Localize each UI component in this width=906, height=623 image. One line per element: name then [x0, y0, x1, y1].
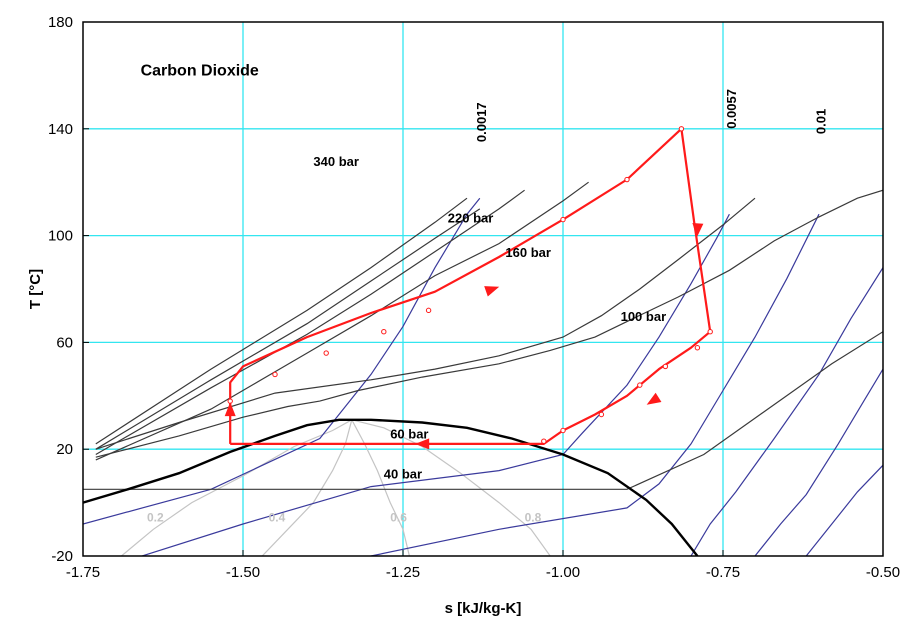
cycle-arrow — [646, 392, 662, 405]
isobar-line — [95, 189, 883, 458]
quality-line — [351, 419, 410, 556]
cycle — [224, 126, 713, 450]
grid — [83, 22, 883, 556]
x-tick-label: -1.50 — [226, 564, 260, 581]
isochore-label: 0.01 — [813, 109, 828, 134]
quality-label: 0.4 — [269, 510, 286, 524]
y-tick-label: -20 — [51, 548, 73, 565]
isochore-line — [690, 267, 883, 556]
cycle-point — [560, 216, 566, 223]
cycle-arrow — [484, 286, 500, 297]
quality-line — [261, 419, 353, 556]
quality-label: 0.8 — [525, 510, 542, 524]
x-tick-label: -1.00 — [546, 564, 580, 581]
isochore-lines — [83, 197, 883, 556]
cycle-point — [624, 176, 630, 183]
quality-line — [121, 419, 353, 556]
x-tick-label: -1.75 — [66, 564, 100, 581]
isochore-line — [83, 197, 481, 525]
cycle-arrow — [692, 222, 704, 238]
cycle-point — [694, 345, 701, 351]
y-tick-label: 60 — [56, 334, 73, 351]
isobar-line — [95, 181, 589, 461]
x-tick-label: -0.50 — [866, 564, 900, 581]
isobar-line — [95, 189, 525, 456]
cycle-point — [678, 126, 685, 132]
cycle-arrow — [415, 438, 430, 450]
cycle-point — [425, 307, 432, 314]
cycle-point — [541, 438, 547, 444]
isobar-label: 60 bar — [390, 427, 428, 442]
axis-ticks: -1.75 -1.50 -1.25 -1.00 -0.75 -0.50 -20 20 60 100… — [48, 14, 900, 581]
plot-frame — [82, 21, 884, 557]
isochore-line — [370, 213, 820, 556]
curve-labels: 340 bar 220 bar 160 bar 100 bar 60 bar 40 bar… — [147, 89, 828, 524]
x-axis-label: s [kJ/kg-K] — [445, 600, 522, 617]
x-tick-label: -1.25 — [386, 564, 420, 581]
y-tick-label: 140 — [48, 121, 73, 138]
y-tick-label: 180 — [48, 14, 73, 31]
isobar-line — [95, 208, 481, 450]
isochore-label: 0.0017 — [474, 102, 489, 142]
isobar-label: 160 bar — [505, 245, 551, 260]
quality-label: 0.2 — [147, 510, 164, 524]
quality-lines — [121, 419, 551, 556]
isobar-label: 100 bar — [621, 309, 667, 324]
chart-title: Carbon Dioxide — [141, 62, 259, 79]
isochore-line — [140, 213, 730, 556]
cycle-point — [662, 363, 669, 370]
cycle-point — [598, 411, 605, 418]
cycle-point — [272, 371, 278, 378]
isobar-label: 340 bar — [313, 154, 359, 169]
cycle-point — [637, 382, 643, 388]
cycle-point — [323, 350, 329, 356]
isochore-line — [754, 368, 883, 556]
y-axis-label: T [°C] — [27, 269, 44, 309]
y-tick-label: 20 — [56, 441, 73, 458]
quality-line — [351, 419, 551, 556]
y-tick-label: 100 — [48, 228, 73, 245]
cycle-path — [229, 127, 712, 445]
isobar-line — [83, 331, 883, 490]
isobar-lines — [83, 181, 883, 490]
cycle-arrow — [224, 402, 236, 417]
isochore-line — [805, 464, 883, 556]
cycle-point — [560, 427, 566, 434]
saturation-dome — [83, 418, 699, 556]
saturation-dome-line — [83, 418, 699, 556]
isochore-label: 0.0057 — [724, 89, 739, 129]
x-tick-label: -0.75 — [706, 564, 740, 581]
cycle-point — [381, 329, 387, 335]
isobar-label: 220 bar — [448, 210, 494, 225]
isobar-label: 40 bar — [384, 467, 422, 482]
cycle-point — [707, 329, 713, 335]
quality-label: 0.6 — [390, 510, 407, 524]
isobar-line — [95, 197, 468, 445]
isobar-line — [95, 197, 756, 450]
